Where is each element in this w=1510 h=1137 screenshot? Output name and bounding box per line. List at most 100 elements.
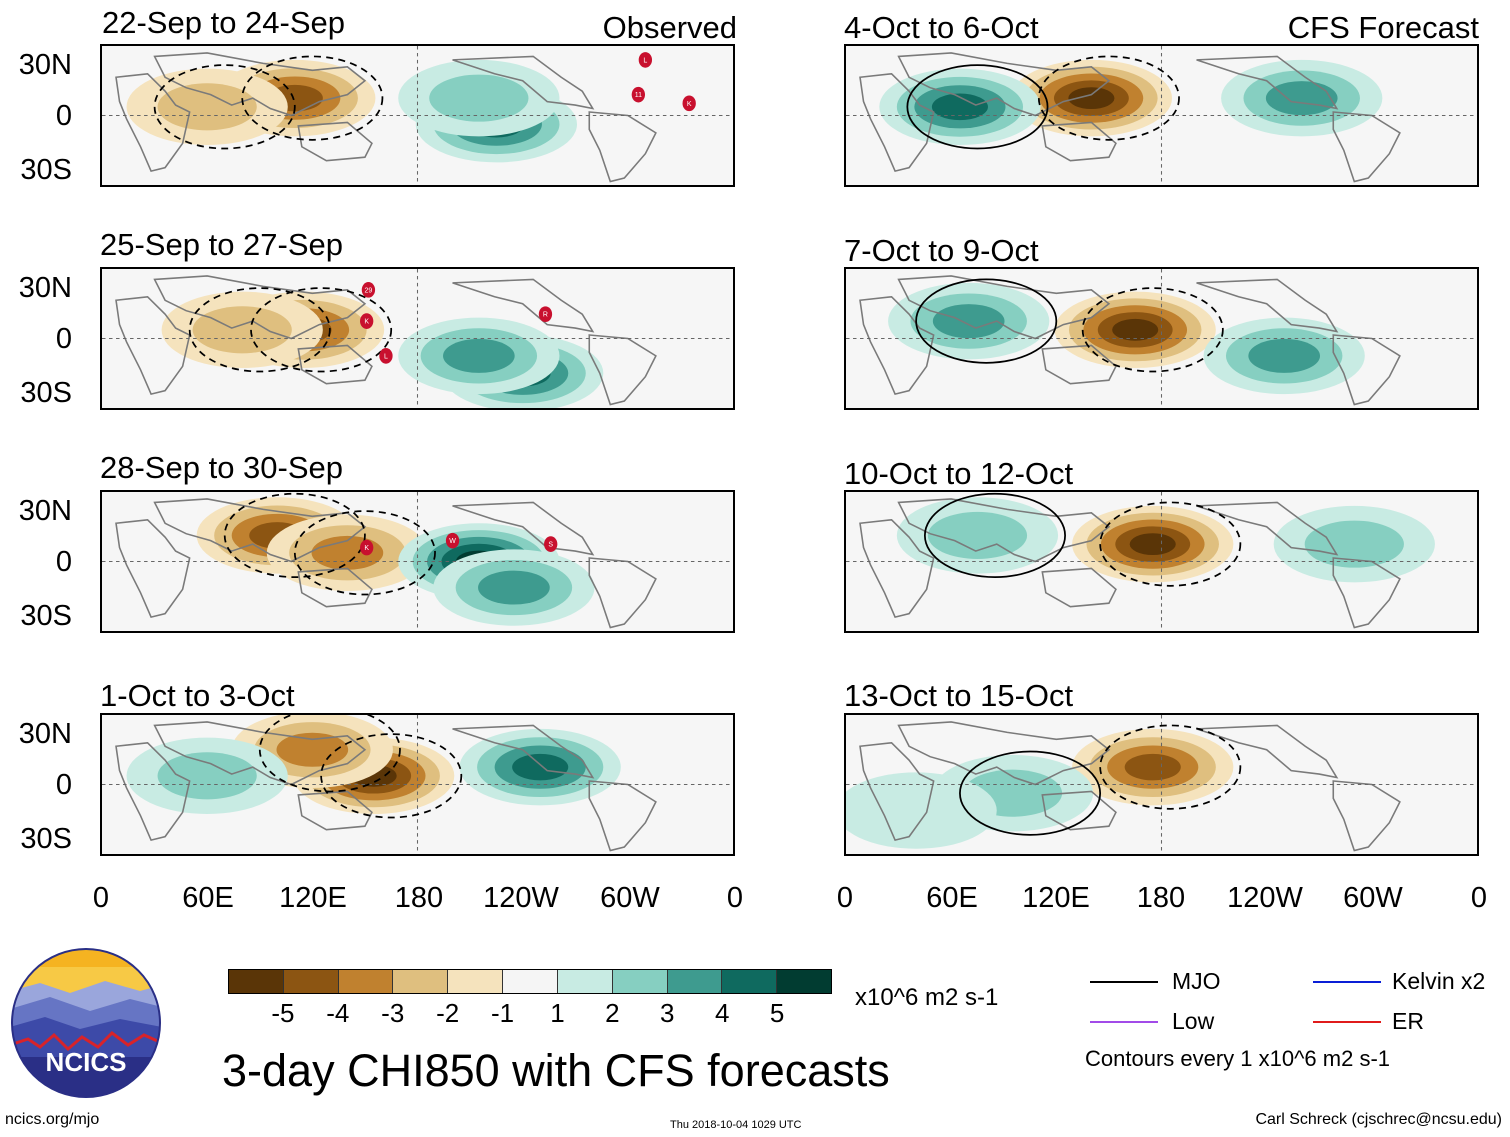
anomaly-blob <box>1248 338 1321 373</box>
map-panel-forecast-1 <box>844 44 1479 187</box>
colorbar-units: x10^6 m2 s-1 <box>855 984 999 1011</box>
coastline <box>588 111 657 183</box>
observed-label: Observed <box>602 10 737 45</box>
legend-line-low <box>1090 1021 1158 1023</box>
colorbar-tick: -3 <box>381 998 405 1028</box>
cfs-forecast-label: CFS Forecast <box>1287 10 1479 45</box>
colorbar-box <box>612 970 668 993</box>
map-svg <box>102 715 733 854</box>
coastline <box>452 278 595 333</box>
anomaly-blob <box>1265 81 1338 116</box>
storm-label: 29 <box>365 287 373 294</box>
coastline <box>1196 724 1339 779</box>
lat-label-30s: 30S <box>20 823 72 855</box>
panel-title-forecast-4: 13-Oct to 15-Oct <box>844 678 1074 713</box>
legend-line-er <box>1313 1021 1381 1023</box>
map-panel-forecast-4 <box>844 713 1479 856</box>
colorbar-tick: -5 <box>271 998 295 1028</box>
map-svg: K W S <box>102 492 733 631</box>
anomaly-blob <box>1068 87 1115 110</box>
mjo-contour <box>1099 724 1242 810</box>
panel-title-forecast-3: 10-Oct to 12-Oct <box>844 456 1074 491</box>
lon-label: 120W <box>483 882 559 914</box>
mjo-contour <box>250 287 393 373</box>
anomaly-blob <box>1124 753 1181 781</box>
storm-label: K <box>364 319 369 326</box>
mjo-contour <box>153 64 296 150</box>
map-svg: L 11 K <box>102 46 733 185</box>
colorbar <box>228 969 832 994</box>
lon-label: 180 <box>394 882 444 914</box>
coastline <box>859 295 935 396</box>
colorbar-tick: 3 <box>660 998 675 1028</box>
anomaly-blob <box>927 511 1028 559</box>
storm-label: K <box>364 545 369 552</box>
storm-marker-icon <box>638 52 653 68</box>
map-panel-observed-4 <box>100 713 735 856</box>
storm-label: W <box>449 538 456 545</box>
coastline <box>1332 111 1401 183</box>
mjo-contour <box>241 55 384 141</box>
colorbar-tick: 1 <box>550 998 565 1028</box>
map-svg: 29 K L R <box>102 269 733 408</box>
coastline <box>153 721 367 786</box>
colorbar-box <box>557 970 613 993</box>
lat-label-0: 0 <box>55 769 72 801</box>
anomaly-blob <box>429 74 529 122</box>
colorbar-tick: 2 <box>605 998 620 1028</box>
coastline <box>1041 121 1117 162</box>
coastline <box>153 52 367 117</box>
colorbar-tick: 5 <box>769 998 785 1028</box>
anomaly-blob <box>512 753 569 781</box>
coastline <box>588 557 657 629</box>
storm-label: L <box>643 57 647 64</box>
coastline <box>588 780 657 852</box>
coastline <box>1332 780 1401 852</box>
anomaly-blob <box>1112 318 1159 341</box>
legend-label-mjo: MJO <box>1172 968 1221 994</box>
colorbar-tick: -4 <box>326 998 350 1028</box>
map-panel-observed-1: L 11 K <box>100 44 735 187</box>
coastline <box>1196 278 1339 333</box>
footer-author[interactable]: Carl Schreck (cjschrec@ncsu.edu) <box>1255 1111 1502 1128</box>
anomaly-blob <box>192 306 292 354</box>
coastline <box>1332 557 1401 629</box>
lon-label: 180 <box>1136 882 1186 914</box>
coastline <box>153 498 367 563</box>
lat-label-30n: 30N <box>18 718 72 750</box>
anomaly-blob <box>932 304 1005 339</box>
legend-line-kelvin <box>1313 981 1381 983</box>
coastline <box>859 741 935 842</box>
colorbar-box <box>667 970 723 993</box>
coastline <box>297 344 373 385</box>
lat-label-30n: 30N <box>18 495 72 527</box>
colorbar-box <box>503 970 558 993</box>
lat-label-30s: 30S <box>20 600 72 632</box>
logo-text: NCICS <box>46 1047 127 1077</box>
lat-label-30s: 30S <box>20 377 72 409</box>
footer-website[interactable]: ncics.org/mjo <box>5 1111 100 1128</box>
anomaly-blob <box>157 752 257 800</box>
lon-label: 0 <box>836 882 854 914</box>
map-panel-observed-3: K W S <box>100 490 735 633</box>
storm-label: R <box>543 312 548 319</box>
storm-label: L <box>384 353 388 360</box>
storm-marker-icon <box>538 306 553 322</box>
panel-title-observed-3: 28-Sep to 30-Sep <box>100 450 344 485</box>
legend-line-mjo <box>1090 981 1158 983</box>
lat-label-0: 0 <box>55 546 72 578</box>
lon-label: 120W <box>1227 882 1303 914</box>
lon-label: 120E <box>1022 882 1090 914</box>
coastline <box>897 721 1111 786</box>
mjo-contour <box>223 492 366 579</box>
anomaly-blob <box>846 772 997 849</box>
colorbar-box <box>229 970 284 993</box>
colorbar-tick: -1 <box>490 998 515 1028</box>
storm-marker-icon <box>379 348 393 364</box>
lon-label: 0 <box>726 882 744 914</box>
mjo-contour <box>320 733 463 819</box>
lat-label-0: 0 <box>55 323 72 355</box>
coastline <box>153 275 367 340</box>
storm-label: K <box>687 101 692 108</box>
mjo-contour <box>915 278 1058 364</box>
